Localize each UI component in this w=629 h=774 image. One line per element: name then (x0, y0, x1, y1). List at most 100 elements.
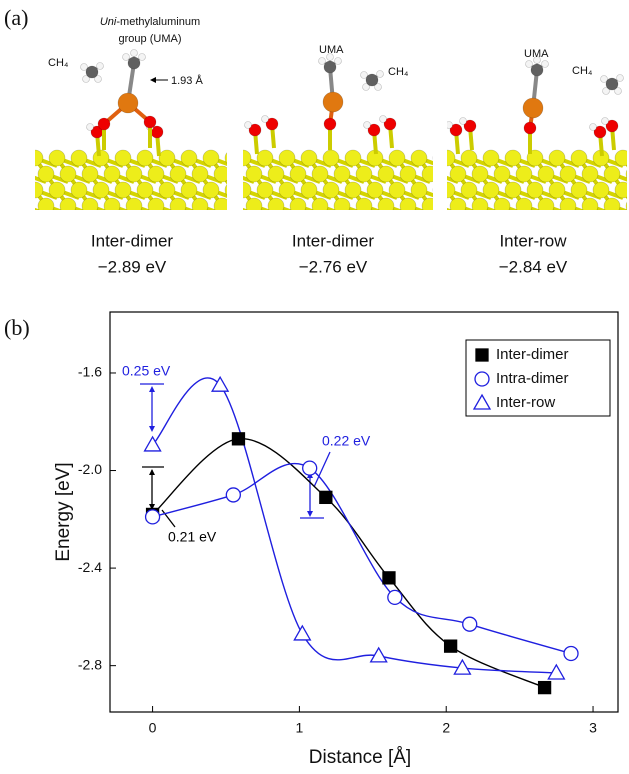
atom (257, 150, 273, 166)
atom (16, 198, 32, 214)
atom (98, 118, 110, 130)
atom (5, 150, 21, 166)
y-tick-label: -2.0 (78, 461, 102, 477)
atom (71, 150, 87, 166)
atom (582, 198, 598, 214)
atom (170, 166, 186, 182)
atom (389, 150, 405, 166)
atom (104, 166, 120, 182)
atom (560, 198, 576, 214)
atom (345, 150, 361, 166)
atom (389, 182, 405, 198)
figure: (a) Uni-methylaluminum group (UMA) 1.93 … (0, 0, 629, 774)
bond (232, 174, 243, 190)
atom (593, 182, 609, 198)
structure (417, 57, 629, 223)
atom (148, 198, 164, 214)
panel-label: (b) (4, 315, 30, 340)
atom (422, 166, 438, 182)
atom (617, 75, 624, 82)
atom (527, 182, 543, 198)
legend-label: Inter-row (496, 394, 555, 411)
atom (439, 150, 455, 166)
atom (137, 150, 153, 166)
atom (82, 166, 98, 182)
marker-square (383, 572, 395, 584)
marker-triangle (145, 437, 161, 451)
atom (516, 166, 532, 182)
site-label: Inter-dimer (292, 231, 375, 250)
marker-triangle (294, 626, 310, 640)
atom (290, 198, 306, 214)
atom (203, 150, 219, 166)
atom (137, 182, 153, 198)
atom (60, 166, 76, 182)
atom (400, 166, 416, 182)
atom (126, 198, 142, 214)
atom (235, 150, 251, 166)
site-label: Inter-row (499, 231, 567, 250)
x-tick-label: 1 (296, 720, 304, 736)
fit-curve (153, 439, 545, 688)
atom (246, 198, 262, 214)
atom (494, 166, 510, 182)
atom (345, 182, 361, 198)
atom (97, 63, 104, 70)
atom (606, 78, 618, 90)
atom (312, 166, 328, 182)
uma-label: UMA (319, 44, 344, 56)
atom (159, 182, 175, 198)
bond (13, 190, 24, 206)
legend-label: Inter-dimer (496, 346, 569, 363)
atom (411, 182, 427, 198)
site-label: Inter-dimer (91, 231, 174, 250)
atom (324, 61, 336, 73)
energy-label: −2.89 eV (98, 257, 167, 276)
atom (366, 74, 378, 86)
atom (323, 92, 343, 112)
atom (87, 124, 94, 131)
marker-square (539, 682, 551, 694)
energy-label: −2.76 eV (299, 257, 368, 276)
fit-curve (153, 464, 571, 654)
atom (5, 182, 21, 198)
energy-label: −2.84 eV (499, 257, 568, 276)
marker-circle (146, 510, 160, 524)
atom (604, 198, 620, 214)
atom (538, 166, 554, 182)
x-tick-label: 2 (442, 720, 450, 736)
atom (590, 124, 597, 131)
atom (549, 150, 565, 166)
atom (144, 116, 156, 128)
atom (279, 182, 295, 198)
atom (334, 166, 350, 182)
uma-title-rest: -methylaluminum (116, 16, 200, 28)
atom (268, 166, 284, 182)
bond (233, 190, 244, 206)
ch4-label: CH₄ (572, 65, 593, 77)
marker-triangle (548, 665, 564, 679)
bond (24, 174, 35, 190)
annotation: 0.21 eV (168, 529, 217, 545)
uma-label: UMA (524, 48, 549, 60)
atom (181, 150, 197, 166)
bond (232, 206, 243, 222)
atom (301, 150, 317, 166)
atom (356, 198, 372, 214)
atom (245, 122, 252, 129)
atom (131, 50, 138, 57)
annotation-arrows (140, 384, 330, 527)
bond (13, 158, 35, 166)
legend-label: Intra-dimer (496, 370, 569, 387)
atom (446, 122, 453, 129)
atom (450, 198, 466, 214)
x-axis-title: Distance [Å] (309, 747, 411, 768)
atom (118, 93, 138, 113)
atom (526, 61, 533, 68)
atom (505, 182, 521, 198)
atom (27, 150, 43, 166)
atom (323, 182, 339, 198)
atom (139, 54, 146, 61)
atom (324, 118, 336, 130)
atom (450, 166, 466, 182)
